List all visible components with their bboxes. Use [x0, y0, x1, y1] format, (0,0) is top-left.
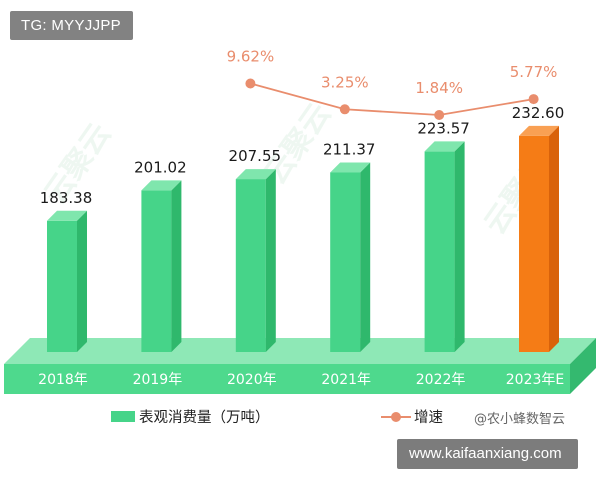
bar-top	[235, 169, 276, 180]
bar-front	[47, 220, 77, 352]
growth-point	[339, 104, 350, 115]
bar-side	[549, 125, 559, 353]
growth-value-label: 1.84%	[415, 79, 463, 97]
x-tick-label: 2023年E	[506, 372, 564, 388]
source-note: @农小蜂数智云	[474, 412, 566, 427]
growth-value-label: 3.25%	[321, 73, 369, 91]
growth-value-labels: 9.62% 3.25% 1.84% 5.77%	[227, 47, 558, 97]
legend-line-label: 增速	[414, 410, 443, 426]
x-axis-tick-labels: 2018年 2019年 2020年 2021年 2022年 2023年E	[38, 372, 564, 388]
x-tick-label: 2019年	[133, 372, 183, 388]
bar-value-label: 211.37	[323, 140, 376, 158]
bar-value-labels: 183.38 201.02 207.55 211.37 223.57 232.60	[40, 104, 565, 207]
growth-value-label: 5.77%	[510, 63, 558, 81]
bar-value-label: 232.60	[512, 104, 565, 122]
bar-top	[424, 141, 465, 152]
bar-front	[141, 190, 172, 352]
bar-front	[424, 151, 455, 352]
x-tick-label: 2020年	[227, 372, 277, 388]
platform-side	[570, 338, 596, 394]
bar-side	[77, 210, 87, 352]
bar-top	[47, 210, 87, 221]
legend-line-item: 增速	[381, 406, 443, 427]
growth-line-path	[250, 82, 534, 116]
growth-line-series	[245, 78, 539, 120]
x-tick-label: 2018年	[38, 372, 88, 388]
platform-top	[4, 338, 596, 364]
bar-front	[330, 172, 361, 352]
bar-top	[519, 125, 559, 136]
bar-front	[519, 135, 549, 352]
growth-value-label: 9.62%	[227, 47, 275, 65]
bar-series	[47, 125, 559, 353]
legend-bar-swatch	[111, 411, 135, 422]
bar-value-label: 207.55	[229, 147, 282, 165]
bar-value-label: 223.57	[417, 119, 470, 137]
legend-bar-item: 表观消费量（万吨）	[111, 406, 270, 427]
legend-line-swatch	[381, 410, 411, 424]
bar-side	[454, 141, 465, 352]
x-tick-label: 2022年	[416, 372, 466, 388]
watermark-tag: TG: MYYJJPP	[10, 11, 133, 40]
bar-top	[330, 162, 371, 173]
growth-point	[528, 94, 539, 105]
footer-url-tag: www.kaifaanxiang.com	[397, 439, 578, 469]
bar-value-label: 201.02	[134, 158, 187, 176]
bar-side	[265, 169, 276, 352]
x-tick-label: 2021年	[321, 372, 371, 388]
bar-side	[360, 162, 371, 352]
bar-front	[235, 179, 266, 352]
bar-side	[171, 180, 182, 352]
bar-value-label: 183.38	[40, 189, 93, 207]
growth-point	[245, 78, 256, 89]
growth-point	[434, 110, 445, 120]
platform-front	[4, 364, 570, 394]
legend-bar-label: 表观消费量（万吨）	[139, 410, 270, 426]
bar-top	[141, 180, 182, 191]
